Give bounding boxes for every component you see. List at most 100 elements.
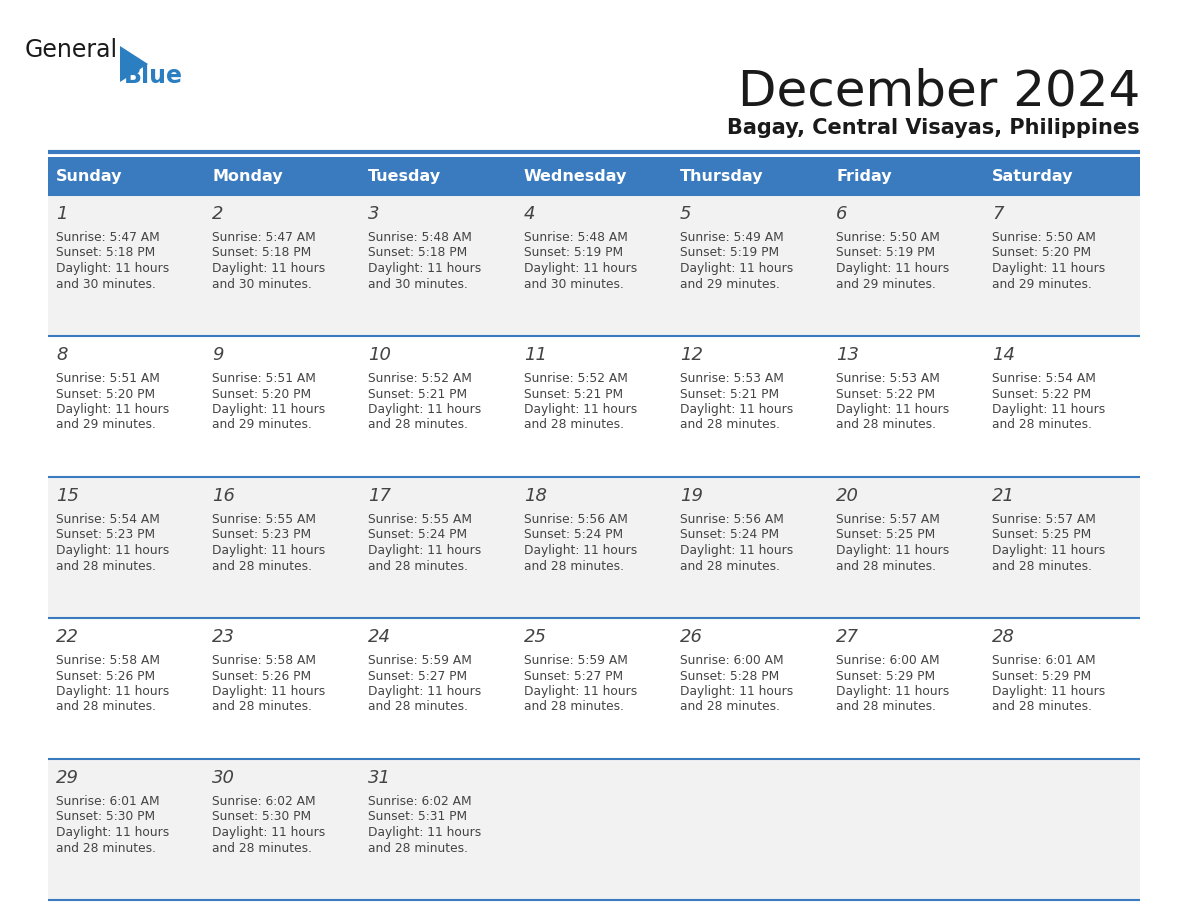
Bar — [360, 336, 516, 477]
Text: Daylight: 11 hours: Daylight: 11 hours — [211, 685, 326, 698]
Text: Sunset: 5:21 PM: Sunset: 5:21 PM — [368, 387, 467, 400]
Text: 19: 19 — [680, 487, 703, 505]
Text: General: General — [25, 38, 118, 62]
Text: 30: 30 — [211, 769, 235, 787]
Text: 14: 14 — [992, 346, 1015, 364]
Bar — [516, 477, 672, 618]
Text: and 28 minutes.: and 28 minutes. — [368, 842, 468, 855]
Bar — [516, 195, 672, 336]
Text: and 29 minutes.: and 29 minutes. — [56, 419, 156, 431]
Text: Sunset: 5:27 PM: Sunset: 5:27 PM — [524, 669, 624, 682]
Text: 24: 24 — [368, 628, 391, 646]
Text: Sunset: 5:24 PM: Sunset: 5:24 PM — [368, 529, 467, 542]
Text: Sunset: 5:19 PM: Sunset: 5:19 PM — [836, 247, 935, 260]
Text: 6: 6 — [836, 205, 847, 223]
Text: and 28 minutes.: and 28 minutes. — [992, 700, 1092, 713]
Text: 10: 10 — [368, 346, 391, 364]
Text: Daylight: 11 hours: Daylight: 11 hours — [836, 685, 949, 698]
Text: 11: 11 — [524, 346, 546, 364]
Bar — [48, 336, 204, 477]
Text: Daylight: 11 hours: Daylight: 11 hours — [680, 685, 794, 698]
Text: Sunrise: 5:56 AM: Sunrise: 5:56 AM — [524, 513, 628, 526]
Text: and 28 minutes.: and 28 minutes. — [56, 842, 156, 855]
Bar — [516, 618, 672, 759]
Bar — [984, 759, 1140, 900]
Text: 16: 16 — [211, 487, 235, 505]
Text: and 28 minutes.: and 28 minutes. — [680, 700, 781, 713]
Text: Sunrise: 5:58 AM: Sunrise: 5:58 AM — [56, 654, 160, 667]
Text: Daylight: 11 hours: Daylight: 11 hours — [211, 544, 326, 557]
Text: Daylight: 11 hours: Daylight: 11 hours — [56, 403, 169, 416]
Bar — [828, 195, 984, 336]
Text: 20: 20 — [836, 487, 859, 505]
Text: Daylight: 11 hours: Daylight: 11 hours — [368, 826, 481, 839]
Text: and 28 minutes.: and 28 minutes. — [56, 559, 156, 573]
Text: Sunrise: 5:55 AM: Sunrise: 5:55 AM — [368, 513, 472, 526]
Bar — [828, 759, 984, 900]
Text: Sunrise: 5:53 AM: Sunrise: 5:53 AM — [836, 372, 940, 385]
Bar — [360, 477, 516, 618]
Text: 13: 13 — [836, 346, 859, 364]
Text: Sunset: 5:26 PM: Sunset: 5:26 PM — [211, 669, 311, 682]
Text: Sunset: 5:24 PM: Sunset: 5:24 PM — [524, 529, 624, 542]
Text: Sunset: 5:30 PM: Sunset: 5:30 PM — [211, 811, 311, 823]
Text: Sunrise: 5:48 AM: Sunrise: 5:48 AM — [524, 231, 628, 244]
Text: Sunrise: 5:48 AM: Sunrise: 5:48 AM — [368, 231, 472, 244]
Bar — [204, 618, 360, 759]
Bar — [48, 759, 204, 900]
Bar — [828, 477, 984, 618]
Text: and 28 minutes.: and 28 minutes. — [680, 559, 781, 573]
Text: Sunset: 5:22 PM: Sunset: 5:22 PM — [836, 387, 935, 400]
Bar — [984, 336, 1140, 477]
Text: and 28 minutes.: and 28 minutes. — [680, 419, 781, 431]
Text: Sunrise: 5:52 AM: Sunrise: 5:52 AM — [524, 372, 628, 385]
Polygon shape — [120, 46, 148, 82]
Bar — [204, 195, 360, 336]
Bar — [672, 157, 828, 195]
Text: Sunset: 5:25 PM: Sunset: 5:25 PM — [836, 529, 935, 542]
Text: and 28 minutes.: and 28 minutes. — [836, 559, 936, 573]
Text: Daylight: 11 hours: Daylight: 11 hours — [368, 262, 481, 275]
Text: 12: 12 — [680, 346, 703, 364]
Text: Daylight: 11 hours: Daylight: 11 hours — [56, 685, 169, 698]
Text: Sunrise: 5:51 AM: Sunrise: 5:51 AM — [211, 372, 316, 385]
Text: Daylight: 11 hours: Daylight: 11 hours — [992, 544, 1105, 557]
Text: 3: 3 — [368, 205, 379, 223]
Text: and 29 minutes.: and 29 minutes. — [992, 277, 1092, 290]
Text: Daylight: 11 hours: Daylight: 11 hours — [992, 403, 1105, 416]
Text: 2: 2 — [211, 205, 223, 223]
Text: Daylight: 11 hours: Daylight: 11 hours — [56, 826, 169, 839]
Text: Sunset: 5:26 PM: Sunset: 5:26 PM — [56, 669, 156, 682]
Text: Sunrise: 5:52 AM: Sunrise: 5:52 AM — [368, 372, 472, 385]
Bar — [828, 618, 984, 759]
Text: 27: 27 — [836, 628, 859, 646]
Bar — [672, 759, 828, 900]
Text: 1: 1 — [56, 205, 68, 223]
Text: Sunset: 5:21 PM: Sunset: 5:21 PM — [680, 387, 779, 400]
Text: Sunrise: 5:58 AM: Sunrise: 5:58 AM — [211, 654, 316, 667]
Text: Daylight: 11 hours: Daylight: 11 hours — [524, 685, 637, 698]
Text: Daylight: 11 hours: Daylight: 11 hours — [836, 403, 949, 416]
Text: Sunset: 5:29 PM: Sunset: 5:29 PM — [836, 669, 935, 682]
Text: Sunset: 5:30 PM: Sunset: 5:30 PM — [56, 811, 156, 823]
Text: 7: 7 — [992, 205, 1004, 223]
Text: and 28 minutes.: and 28 minutes. — [524, 700, 624, 713]
Text: 21: 21 — [992, 487, 1015, 505]
Text: and 29 minutes.: and 29 minutes. — [680, 277, 779, 290]
Text: and 28 minutes.: and 28 minutes. — [836, 419, 936, 431]
Text: and 28 minutes.: and 28 minutes. — [992, 559, 1092, 573]
Text: Bagay, Central Visayas, Philippines: Bagay, Central Visayas, Philippines — [727, 118, 1140, 138]
Text: Wednesday: Wednesday — [524, 170, 627, 185]
Bar — [828, 157, 984, 195]
Text: and 28 minutes.: and 28 minutes. — [56, 700, 156, 713]
Text: Daylight: 11 hours: Daylight: 11 hours — [680, 403, 794, 416]
Text: Sunset: 5:20 PM: Sunset: 5:20 PM — [211, 387, 311, 400]
Text: Sunset: 5:21 PM: Sunset: 5:21 PM — [524, 387, 624, 400]
Text: and 28 minutes.: and 28 minutes. — [368, 559, 468, 573]
Text: 9: 9 — [211, 346, 223, 364]
Text: 8: 8 — [56, 346, 68, 364]
Text: and 28 minutes.: and 28 minutes. — [368, 419, 468, 431]
Text: 5: 5 — [680, 205, 691, 223]
Text: Daylight: 11 hours: Daylight: 11 hours — [992, 262, 1105, 275]
Text: 28: 28 — [992, 628, 1015, 646]
